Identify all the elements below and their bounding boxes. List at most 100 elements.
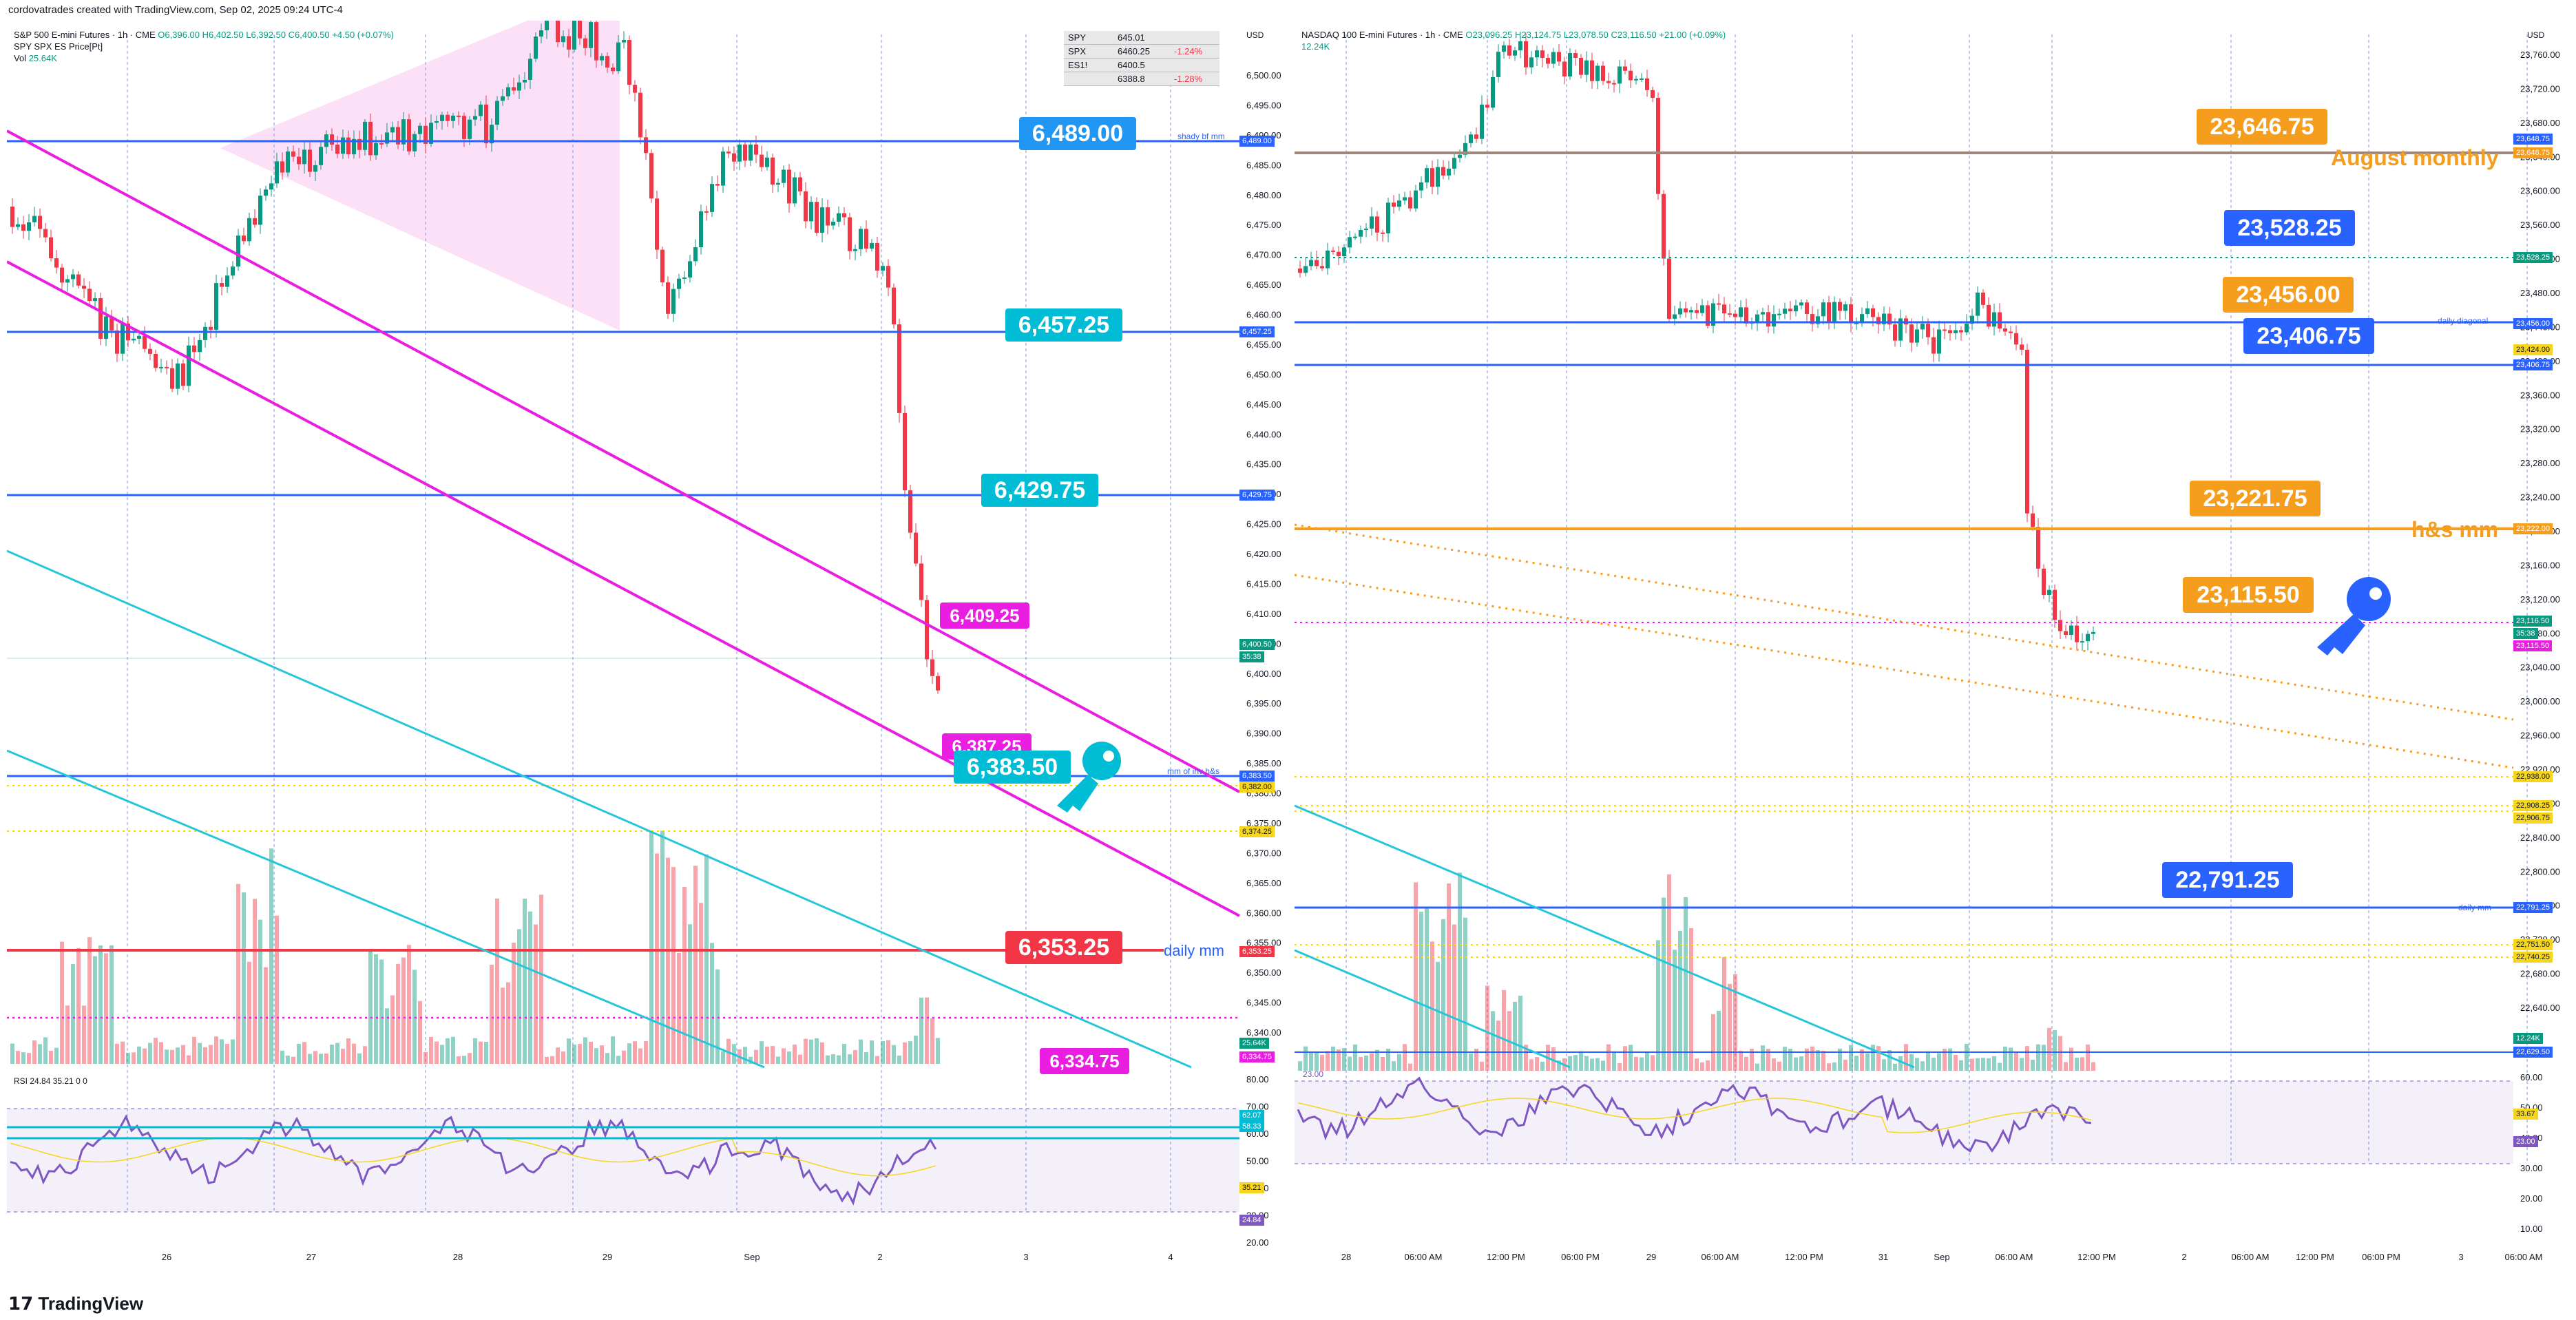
- left-volume-bar: [104, 953, 108, 1064]
- left-candle: [638, 92, 642, 138]
- left-price-tick-label: 6,455.00: [1246, 339, 1281, 350]
- right-volume-bar: [1860, 1049, 1864, 1071]
- right-candle: [1656, 98, 1660, 194]
- left-volume-bar: [870, 1040, 874, 1064]
- left-price-callout[interactable]: 6,489.00: [1019, 117, 1136, 150]
- ticker-cell-price: 645.01: [1113, 31, 1170, 45]
- left-volume-bar: [385, 1008, 389, 1064]
- right-key-icon-shaft: [2317, 614, 2365, 656]
- left-volume-bar: [798, 1054, 802, 1064]
- left-volume-bar: [121, 1041, 125, 1064]
- right-volume-bar: [1529, 1059, 1533, 1071]
- tradingview-logo[interactable]: 𝟭𝟳 TradingView: [8, 1293, 143, 1314]
- left-price-callout[interactable]: 6,409.25: [940, 603, 1029, 629]
- right-volume-bar: [1595, 1058, 1600, 1071]
- right-chart-canvas[interactable]: 23,760.0023,720.0023,680.0023,640.0023,6…: [1295, 21, 2576, 1288]
- right-candle: [1783, 308, 1787, 314]
- left-price-tick-label: 6,345.00: [1246, 998, 1281, 1008]
- right-candle: [1529, 57, 1533, 67]
- left-price-callout[interactable]: 6,334.75: [1040, 1048, 1129, 1074]
- left-candle: [798, 177, 802, 191]
- right-date-tick-label: Sep: [1934, 1252, 1949, 1262]
- left-volume-bar: [903, 1042, 907, 1064]
- right-candle: [1623, 66, 1627, 71]
- ticker-row: SPY 645.01: [1064, 31, 1219, 45]
- right-candle: [1651, 90, 1655, 98]
- left-candle: [760, 154, 764, 167]
- right-volume-bar: [1904, 1044, 1908, 1071]
- left-volume-bar: [170, 1049, 174, 1064]
- left-chart-pane[interactable]: 6,500.006,495.006,490.006,485.006,480.00…: [7, 21, 1288, 1288]
- left-axis-price-tag: 62.07: [1239, 1110, 1264, 1121]
- right-price-callout[interactable]: 23,221.75: [2190, 481, 2321, 516]
- left-candle: [396, 127, 400, 145]
- right-price-tick-label: 23,280.00: [2520, 458, 2560, 468]
- right-candle: [1612, 83, 1616, 85]
- left-legend: S&P 500 E-mini Futures · 1h · CME O6,396…: [14, 29, 394, 64]
- left-volume-bar: [715, 969, 720, 1064]
- left-volume-bar: [776, 1056, 780, 1064]
- left-price-callout[interactable]: 6,353.25: [1005, 931, 1122, 964]
- right-candle: [1524, 41, 1528, 67]
- right-axis-price-tag: 22,791.25: [2513, 902, 2553, 913]
- right-candle: [1491, 76, 1495, 108]
- right-date-tick-label: 06:00 AM: [1701, 1252, 1739, 1262]
- left-volume-bar: [809, 1039, 813, 1064]
- left-price-callout[interactable]: 6,383.50: [954, 751, 1071, 784]
- right-price-callout[interactable]: 23,456.00: [2223, 277, 2354, 313]
- left-price-tick-label: 6,415.00: [1246, 578, 1281, 589]
- right-price-tick-label: 23,560.00: [2520, 220, 2560, 230]
- left-volume-bar: [87, 937, 92, 1064]
- left-chart-canvas[interactable]: 6,500.006,495.006,490.006,485.006,480.00…: [7, 21, 1288, 1288]
- left-currency: USD: [1246, 30, 1264, 40]
- ticker-cell-chg: [1170, 58, 1219, 72]
- left-candle: [401, 119, 406, 145]
- right-candle: [1766, 312, 1770, 327]
- right-volume-bar: [1728, 983, 1732, 1071]
- right-price-callout[interactable]: 22,791.25: [2162, 862, 2293, 898]
- left-price-tick-label: 6,370.00: [1246, 848, 1281, 858]
- left-candle: [633, 85, 637, 93]
- right-candle: [1821, 302, 1825, 317]
- left-candle: [853, 249, 857, 251]
- left-price-callout[interactable]: 6,457.25: [1005, 308, 1122, 342]
- right-volume-bar: [1392, 1061, 1396, 1071]
- right-date-tick-label: 29: [1646, 1252, 1656, 1262]
- left-candle: [109, 316, 114, 331]
- left-volume-bar: [534, 924, 538, 1064]
- right-candle: [2042, 568, 2046, 596]
- left-volume-bar: [159, 1042, 163, 1064]
- right-price-callout[interactable]: 23,406.75: [2243, 318, 2374, 354]
- left-volume-bar: [815, 1038, 819, 1064]
- left-price-tick-label: 6,450.00: [1246, 369, 1281, 379]
- right-volume-bar: [1755, 1063, 1759, 1071]
- left-candle: [693, 247, 698, 262]
- right-axis-price-tag: 23,222.00: [2513, 523, 2553, 534]
- right-volume-bar: [1673, 950, 1677, 1071]
- left-vol-row: Vol 25.64K: [14, 52, 394, 64]
- right-axis-price-tag: 23,424.00: [2513, 344, 2553, 355]
- right-price-callout[interactable]: 23,115.50: [2183, 577, 2314, 613]
- left-price-tick-label: 6,445.00: [1246, 399, 1281, 410]
- left-candle: [732, 153, 736, 162]
- right-candle: [1981, 292, 1985, 305]
- left-price-callout[interactable]: 6,429.75: [981, 474, 1098, 507]
- right-candle: [1403, 197, 1407, 201]
- right-chart-pane[interactable]: 23,760.0023,720.0023,680.0023,640.0023,6…: [1295, 21, 2576, 1288]
- left-candle: [335, 145, 339, 154]
- right-price-callout[interactable]: 23,528.25: [2224, 210, 2355, 246]
- right-candle: [1722, 304, 1726, 314]
- right-price-callout[interactable]: 23,646.75: [2197, 109, 2327, 145]
- left-volume-bar: [143, 1048, 147, 1064]
- right-candle: [1761, 312, 1765, 315]
- left-candle: [556, 21, 560, 43]
- right-candle: [1915, 329, 1919, 343]
- left-vol-value: 25.64K: [28, 53, 57, 63]
- left-candle: [352, 138, 356, 155]
- right-candle: [1645, 78, 1649, 90]
- left-axis-price-tag: 6,334.75: [1239, 1051, 1275, 1062]
- left-price-tick-label: 6,360.00: [1246, 908, 1281, 918]
- right-candle: [1397, 200, 1401, 207]
- right-candle: [1331, 250, 1335, 252]
- right-volume-bar: [1909, 1054, 1914, 1071]
